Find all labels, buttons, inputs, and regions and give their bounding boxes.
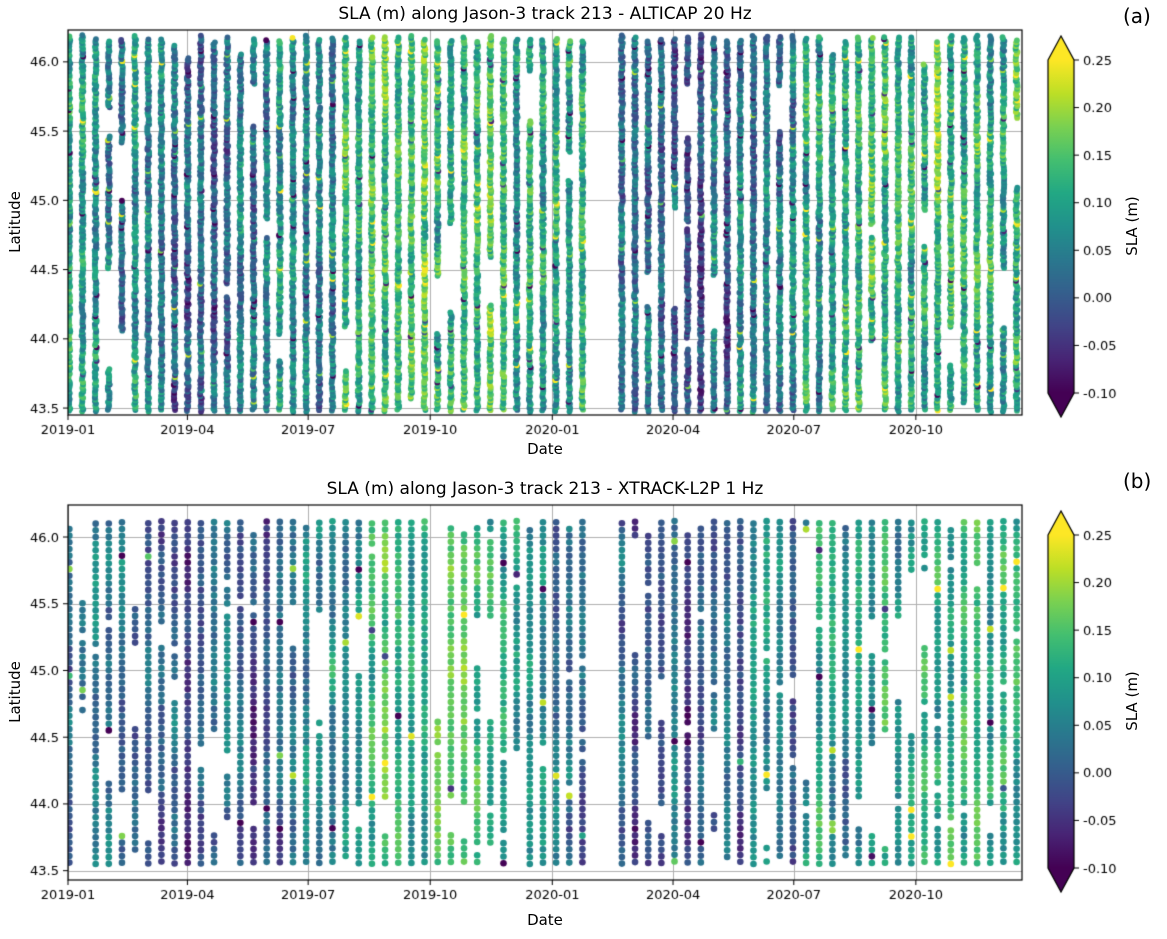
panel-b-letter: (b) (1123, 469, 1152, 493)
panel-b-xlabel: Date (527, 911, 563, 929)
panel-b-title: SLA (m) along Jason-3 track 213 - XTRACK… (326, 479, 764, 499)
panel-a-letter: (a) (1123, 4, 1151, 28)
colorbar-a-label: SLA (m) (1123, 196, 1141, 256)
panel-a-title: SLA (m) along Jason-3 track 213 - ALTICA… (338, 4, 752, 24)
colorbar-b-label: SLA (m) (1123, 671, 1141, 731)
panel-b-ylabel: Latitude (6, 661, 24, 723)
panel-a-xlabel: Date (527, 440, 563, 458)
panel-a-ylabel: Latitude (6, 191, 24, 253)
